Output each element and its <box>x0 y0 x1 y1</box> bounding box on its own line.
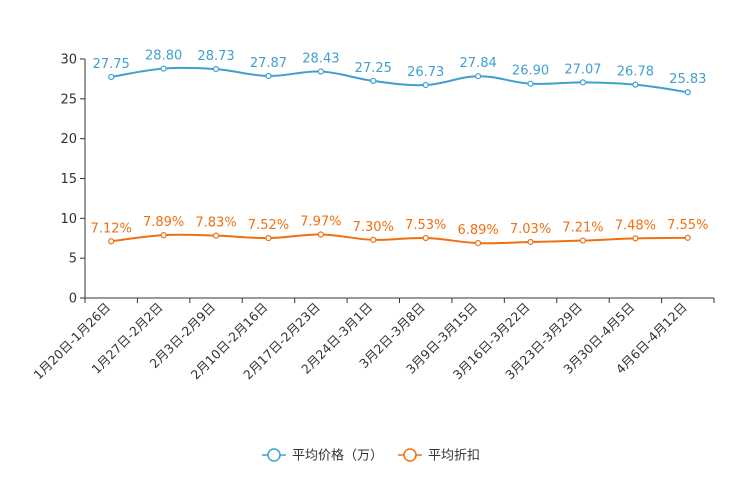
legend: 平均价格（万） 平均折扣 <box>262 448 480 464</box>
data-label: 26.90 <box>512 64 549 79</box>
data-label: 7.21% <box>562 221 603 236</box>
data-label: 27.07 <box>564 62 601 77</box>
data-point <box>370 236 377 243</box>
data-point <box>475 73 482 80</box>
data-point <box>317 68 324 75</box>
data-point <box>212 232 220 239</box>
data-label: 7.53% <box>405 218 446 233</box>
data-point <box>317 231 324 238</box>
data-label: 25.83 <box>669 72 706 87</box>
y-tick-label: 10 <box>60 212 77 227</box>
data-point <box>579 79 587 86</box>
series-line-0 <box>111 66 688 94</box>
y-tick-label: 0 <box>69 292 77 307</box>
data-label: 7.12% <box>91 221 132 236</box>
data-label: 7.52% <box>248 218 289 233</box>
data-point <box>475 240 482 247</box>
legend-marker-0 <box>267 448 281 462</box>
data-point <box>370 77 377 85</box>
data-label: 7.89% <box>143 215 184 230</box>
data-label: 7.30% <box>353 220 394 235</box>
data-label: 27.84 <box>460 56 497 71</box>
y-axis: 0 5 10 15 20 25 30 <box>60 53 86 307</box>
data-label: 6.89% <box>457 223 498 238</box>
data-label: 7.97% <box>300 215 341 230</box>
y-tick-label: 5 <box>69 252 77 267</box>
legend-marker-1 <box>403 448 417 462</box>
data-point <box>160 65 167 72</box>
data-point <box>422 81 429 89</box>
data-point <box>579 237 587 244</box>
data-label: 27.75 <box>93 57 130 72</box>
data-label: 28.73 <box>197 49 234 64</box>
data-point <box>212 66 220 73</box>
data-point <box>265 234 272 242</box>
data-label: 26.78 <box>617 65 654 80</box>
y-tick-label: 20 <box>60 132 77 147</box>
data-label: 27.25 <box>355 61 392 76</box>
legend-label-1: 平均折扣 <box>428 449 480 464</box>
data-point <box>527 80 534 87</box>
data-label: 7.48% <box>615 218 656 233</box>
data-point <box>527 238 534 246</box>
data-labels: 27.75 28.80 28.73 27.87 28.43 27.25 26.73 27.84… <box>91 49 709 239</box>
legend-label-0: 平均价格（万） <box>292 448 383 464</box>
data-label: 7.83% <box>195 216 236 231</box>
data-label: 7.03% <box>510 222 551 237</box>
data-point <box>108 238 115 245</box>
data-label: 28.43 <box>302 52 339 67</box>
data-point <box>422 234 429 242</box>
y-tick-label: 30 <box>60 53 77 68</box>
data-point <box>684 234 691 241</box>
data-point <box>684 89 691 96</box>
data-label: 27.87 <box>250 56 287 71</box>
series-layer <box>108 65 691 247</box>
data-label: 28.80 <box>145 49 182 64</box>
y-tick-label: 15 <box>60 172 77 187</box>
x-axis: 1月20日-1月26日1月27日-2月2日2月3日-2月9日2月10日-2月16… <box>30 297 715 382</box>
data-label: 7.55% <box>667 218 708 233</box>
data-point <box>160 232 167 239</box>
data-point <box>265 72 272 80</box>
data-point <box>632 235 639 242</box>
data-label: 26.73 <box>407 65 444 80</box>
data-point <box>108 73 115 81</box>
data-point <box>632 81 639 88</box>
series-line-1 <box>111 233 688 245</box>
y-tick-label: 25 <box>60 92 77 107</box>
